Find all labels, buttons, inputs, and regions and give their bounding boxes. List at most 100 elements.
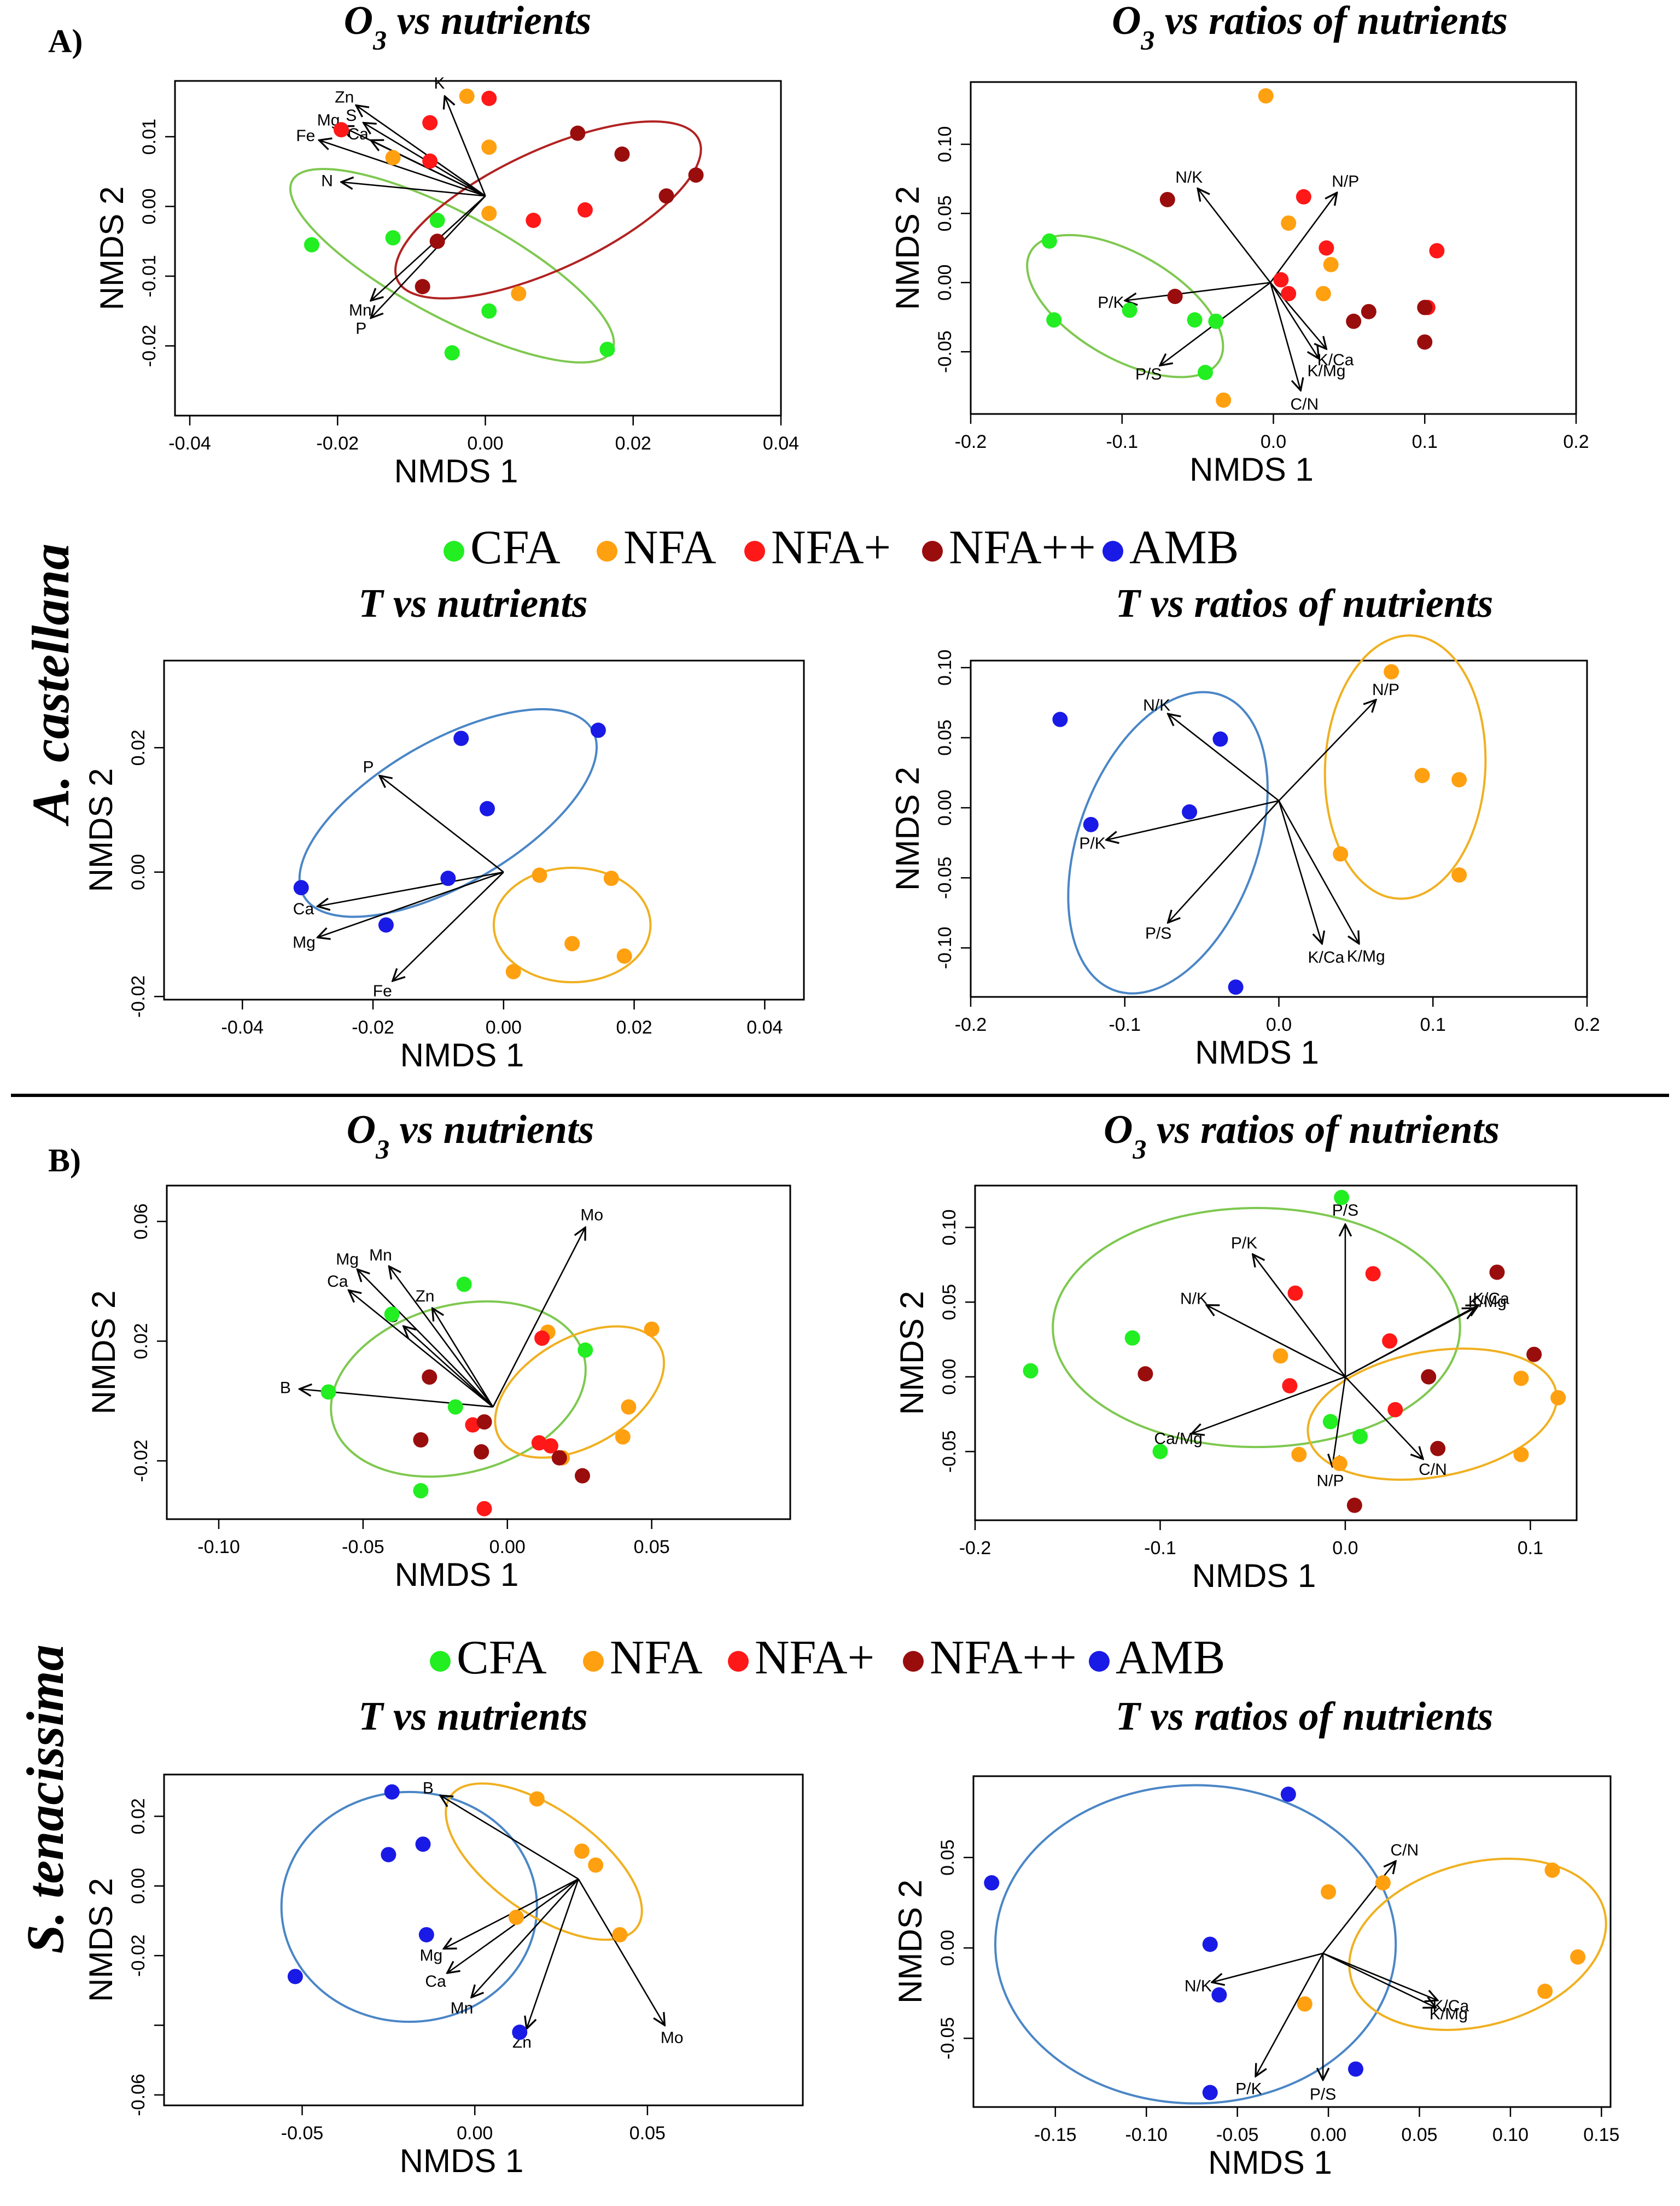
point-amb [1083,816,1099,832]
chart-title-part: T vs nutrients [358,1694,587,1739]
vector-label: Ca [425,1972,446,1991]
point-amb [1228,979,1244,995]
legend-marker [1102,541,1123,562]
vector-arrow [349,1290,494,1408]
x-tick-label: 0.15 [1583,2125,1619,2145]
x-tick-label: 0.0 [1332,1538,1358,1559]
point-nfa [532,867,547,883]
point-nfap [542,1438,558,1454]
x-axis-label: NMDS 1 [1189,451,1314,488]
point-nfa [459,89,475,104]
vector-label: N/P [1372,681,1399,699]
vector-arrow [1269,192,1337,283]
chart-title-part: vs ratios of nutrients [1154,0,1508,43]
vector-arrow [1322,1952,1436,2007]
vector-label: S [346,107,357,125]
point-cfa [385,230,401,246]
point-cfa [1352,1429,1368,1444]
y-tick-label: 0.00 [128,854,149,890]
point-amb [293,880,309,896]
x-tick-label: -0.2 [959,1538,991,1559]
legend-marker [728,1651,749,1672]
point-cfa [1152,1444,1168,1460]
plot-frame [174,80,782,417]
vector-label: Ca [293,900,314,918]
y-axis-label: NMDS 2 [85,1291,122,1415]
y-axis-label: NMDS 2 [889,186,926,310]
point-amb [381,1847,396,1863]
point-nfapp [1138,1366,1153,1382]
chart-title-part: 3 [1140,25,1154,55]
point-amb [1211,1987,1227,2003]
ellipse-nfa [494,1325,666,1459]
point-nfap [1287,1285,1303,1301]
x-axis-label: NMDS 1 [394,453,518,489]
legend-a: CFA NFA NFA+ NFA++ AMB [444,521,1239,574]
vector-arrow [357,1269,494,1408]
point-nfapp [1421,1369,1437,1385]
x-axis-label: NMDS 1 [1208,2144,1332,2181]
chart-title-part: vs nutrients [387,0,591,43]
point-cfa [1197,365,1213,381]
vector-arrow [318,871,504,937]
point-nfapp [1346,313,1362,329]
point-nfap [531,1435,547,1451]
point-amb [384,1784,400,1800]
y-tick-label: -0.02 [139,325,160,367]
point-amb [1348,2061,1363,2077]
chart-title-part: 3 [372,25,387,55]
x-tick-label: 0.1 [1420,1014,1446,1035]
vector-arrow [393,871,504,981]
point-nfapp [1417,334,1433,350]
ellipse-cfa [1052,1206,1461,1449]
vector-label: P/K [1079,834,1105,853]
y-tick-label: 0.05 [935,720,955,756]
point-nfa [385,150,401,166]
vector-label: Ca [348,125,369,143]
chart-title-part: 3 [375,1134,389,1164]
chart-title: O3 vs ratios of nutrients [1112,0,1508,55]
vector-arrow [445,96,486,196]
y-tick-label: 0.00 [935,265,955,301]
x-tick-label: -0.15 [1034,2125,1077,2145]
legend-b: CFA NFA NFA+ NFA++ AMB [430,1631,1226,1684]
x-tick-label: 0.10 [1492,2125,1529,2145]
vector-arrow [447,1878,579,1973]
point-nfa [1333,846,1349,862]
legend-label: NFA [610,1631,703,1684]
y-tick-label: 0.00 [935,790,955,826]
legend-label: NFA+ [755,1631,874,1684]
point-cfa [456,1276,472,1292]
point-nfap [577,202,593,218]
chart-b2: O3 vs ratios of nutrients -0.2 -0.1 0.0 0.1 -… [894,1107,1578,1594]
chart-a2: O3 vs ratios of nutrients-0.2 -0.1 0.0 0.1 0… [889,0,1589,488]
vector-label: K/Mg [1468,1293,1507,1311]
point-nfap [1365,1266,1381,1282]
point-nfa [1375,1875,1391,1891]
point-cfa [1023,1363,1039,1379]
vector-arrow [1206,1305,1346,1378]
vector-label: Mn [451,1999,474,2017]
point-nfa [615,1429,631,1445]
vector-arrow [1322,1952,1438,2000]
legend-marker [744,541,765,562]
point-nfa [1216,392,1232,408]
point-nfa [1384,664,1399,680]
point-nfa [511,285,527,301]
point-amb [984,1875,1000,1891]
point-nfapp [413,1432,429,1448]
point-amb [512,2024,528,2040]
vector-arrow [1168,800,1280,923]
point-nfap [1282,1378,1298,1394]
vector-arrow [1168,714,1280,802]
vector-arrow [1332,1376,1346,1467]
x-tick-label: 0.04 [763,433,799,454]
vector-label: K/Ca [1432,1997,1469,2015]
point-nfa [508,1910,524,1925]
chart-title-part: O [1112,0,1141,43]
x-tick-label: 0.04 [746,1017,783,1038]
point-cfa [384,1306,400,1322]
point-nfap [334,122,349,138]
chart-title-part: O [344,0,373,43]
